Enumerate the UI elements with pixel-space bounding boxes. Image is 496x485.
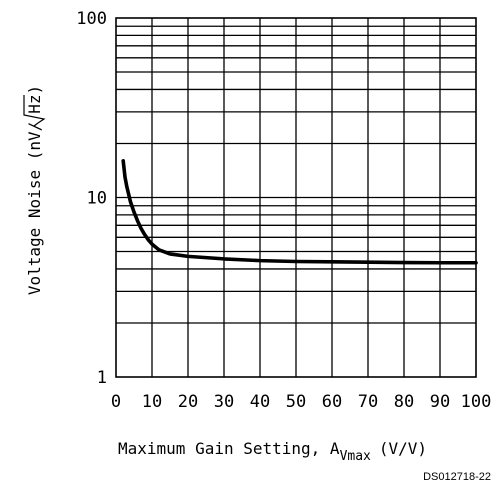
- x-tick-label: 60: [322, 392, 342, 412]
- y-axis-title: Voltage Noise (nV/Hz): [23, 85, 46, 295]
- x-tick-label: 70: [358, 392, 378, 412]
- y-tick-label: 100: [76, 9, 107, 29]
- series-curves: [121, 159, 478, 265]
- figure-code: DS012718-22: [423, 471, 491, 483]
- sqrt-radical-sign: [23, 95, 46, 127]
- voltage-noise-curve: [121, 159, 478, 265]
- x-axis-title-main: Maximum Gain Setting, A: [118, 439, 340, 458]
- x-axis-title-unit: (V/V): [379, 439, 427, 458]
- x-tick-label: 20: [178, 392, 198, 412]
- x-tick-label: 50: [286, 392, 306, 412]
- x-tick-label: 30: [214, 392, 234, 412]
- svg-text:Voltage Noise (nV/Hz): Voltage Noise (nV/Hz): [25, 85, 44, 295]
- y-axis-title-radical: Hz: [25, 94, 44, 113]
- x-axis-title-subscript: Vmax: [340, 449, 371, 464]
- y-tick-label: 10: [87, 189, 107, 209]
- y-axis-title-close: ): [25, 85, 44, 95]
- y-axis-title-main: Voltage Noise (nV/: [25, 122, 44, 295]
- x-tick-label: 40: [250, 392, 270, 412]
- x-axis-title: Maximum Gain Setting, AVmax (V/V): [118, 439, 427, 464]
- x-tick-label: 100: [461, 392, 492, 412]
- y-tick-label: 1: [97, 368, 107, 388]
- x-tick-label: 10: [142, 392, 162, 412]
- x-tick-label: 90: [430, 392, 450, 412]
- grid-lines: [116, 18, 476, 377]
- x-tick-label: 80: [394, 392, 414, 412]
- x-tick-label: 0: [111, 392, 121, 412]
- plot-frame: [115, 17, 477, 378]
